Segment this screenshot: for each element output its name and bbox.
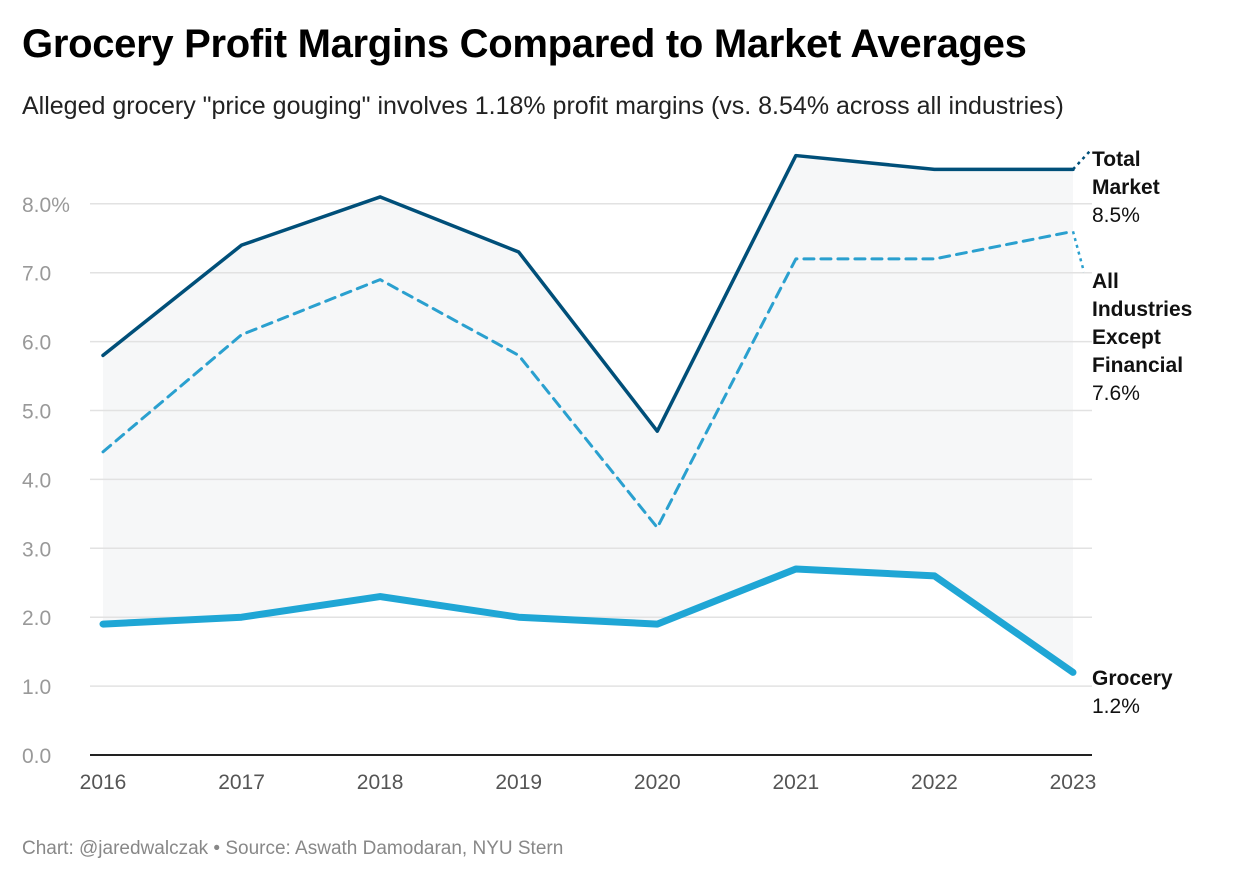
x-tick-label: 2018 [357,771,404,794]
y-tick-label: 2.0 [22,607,51,630]
shaded-band [103,155,1073,673]
y-tick-label: 4.0 [22,469,51,492]
series-end-label: Total Market 8.5% [1092,146,1160,230]
x-tick-label: 2022 [911,771,958,794]
series-name-line: Grocery [1092,667,1173,690]
series-name-line: Market [1092,176,1160,199]
x-tick-label: 2016 [80,771,127,794]
chart-subtitle: Alleged grocery "price gouging" involves… [22,92,1064,120]
y-tick-label: 1.0 [22,676,51,699]
y-tick-label: 5.0 [22,401,51,424]
series-end-label: Grocery 1.2% [1092,665,1173,721]
x-tick-label: 2019 [495,771,542,794]
y-tick-label: 8.0% [22,194,70,217]
chart-title: Grocery Profit Margins Compared to Marke… [22,22,1027,66]
x-tick-label: 2023 [1050,771,1097,794]
series-name-line: Except [1092,326,1161,349]
series-line-grocery [99,565,1077,676]
series-line-all-industries-except-financial [101,229,1075,530]
series-value: 8.5% [1092,204,1140,227]
series-name-line: All [1092,270,1119,293]
x-tick-label: 2017 [218,771,265,794]
series-end-label: All Industries Except Financial 7.6% [1092,268,1192,408]
series-value: 1.2% [1092,695,1140,718]
label-connector [1071,231,1086,273]
x-tick-label: 2020 [634,771,681,794]
chart-footer: Chart: @jaredwalczak • Source: Aswath Da… [22,838,564,859]
series-name-line: Financial [1092,354,1184,377]
series-line-total-market [101,153,1075,433]
y-tick-label: 3.0 [22,538,51,561]
series-name-line: Total [1092,148,1141,171]
label-connector [1072,150,1091,171]
series-name-line: Industries [1092,298,1193,321]
y-tick-label: 0.0 [22,745,51,768]
x-tick-label: 2021 [772,771,819,794]
y-tick-label: 6.0 [22,332,51,355]
series-value: 7.6% [1092,382,1140,405]
y-tick-label: 7.0 [22,263,51,286]
